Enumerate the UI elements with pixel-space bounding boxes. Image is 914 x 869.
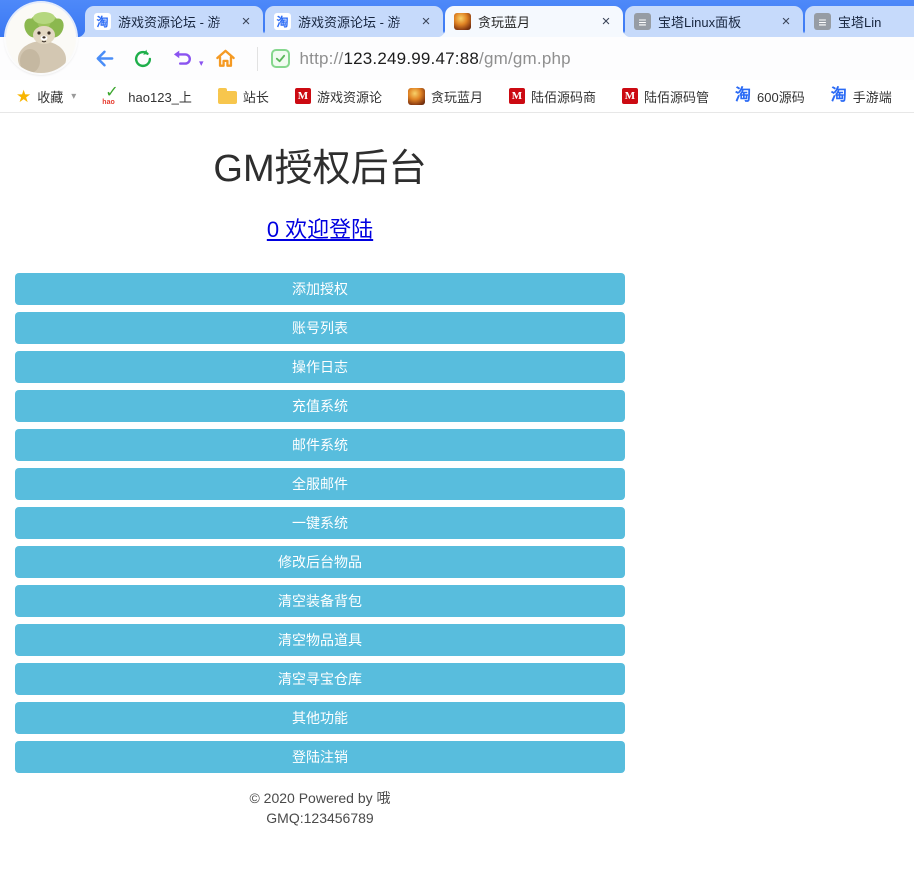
hao123-icon: ✓ hao [102, 84, 122, 107]
bookmark-label: 收藏 [37, 89, 64, 105]
menu-button-one-key-system[interactable]: 一键系统 [15, 507, 625, 539]
bookmark-lubai-source-admin[interactable]: M 陆佰源码管 [621, 87, 709, 106]
bookmark-hao123[interactable]: ✓ hao hao123_上 [102, 84, 192, 107]
game-icon [407, 87, 425, 105]
bookmark-label: hao123_上 [128, 89, 192, 105]
menu-button-clear-item-props[interactable]: 清空物品道具 [15, 624, 625, 656]
bookmark-game-forum[interactable]: M 游戏资源论 [294, 87, 382, 106]
tab-bt-panel-2[interactable]: ≡ 宝塔Lin × [797, 6, 914, 37]
url-scheme: http:// [299, 48, 344, 68]
url-host: 123.249.99.47:88 [343, 48, 480, 68]
back-arrow-icon [96, 50, 113, 67]
taobao-favicon-icon: 淘 [94, 13, 111, 30]
undo-button[interactable] [166, 43, 198, 75]
bookmark-label: 游戏资源论 [316, 89, 382, 105]
tab-game-forum-1[interactable]: 淘 游戏资源论坛 - 游 × [77, 6, 271, 37]
bt-panel-favicon-icon: ≡ [634, 13, 651, 30]
m-badge-icon: M [508, 88, 525, 104]
back-button[interactable] [88, 43, 120, 75]
url-path: /gm/gm.php [479, 48, 571, 68]
undo-icon [173, 50, 191, 65]
bookmark-label: 600源码 [757, 89, 805, 105]
page-content: GM授权后台 0 欢迎登陆 添加授权 账号列表 操作日志 充值系统 邮件系统 全… [0, 137, 914, 828]
menu-button-other-functions[interactable]: 其他功能 [15, 702, 625, 734]
tab-close-icon[interactable]: × [421, 13, 431, 30]
m-badge-icon: M [621, 88, 638, 104]
bookmark-label: 站长 [242, 89, 269, 105]
menu-button-clear-treasure-warehouse[interactable]: 清空寻宝仓库 [15, 663, 625, 695]
tab-tanwan-lanyue-active[interactable]: 贪玩蓝月 × [437, 6, 631, 37]
tab-close-icon[interactable]: × [781, 13, 791, 30]
gmq-contact-text: GMQ:123456789 [266, 810, 374, 826]
hao-text: hao [102, 99, 115, 106]
game-favicon-icon [454, 13, 471, 30]
tab-close-icon[interactable]: × [241, 13, 251, 30]
folder-icon [217, 88, 237, 104]
taobao-icon: 淘 [830, 87, 847, 104]
check-icon: ✓ [105, 84, 119, 101]
tab-close-icon[interactable]: × [601, 13, 611, 30]
address-bar[interactable]: http://123.249.99.47:88/gm/gm.php [300, 49, 571, 69]
bookmark-webmaster-folder[interactable]: 站长 [217, 87, 269, 106]
home-button[interactable] [210, 43, 242, 75]
tab-bar: 淘 游戏资源论坛 - 游 × 淘 游戏资源论坛 - 游 × 贪玩蓝月 × ≡ 宝… [0, 0, 914, 37]
bt-panel-favicon-icon: ≡ [814, 13, 831, 30]
menu-button-account-list[interactable]: 账号列表 [15, 312, 625, 344]
browser-toolbar: ▾ http://123.249.99.47:88/gm/gm.php [0, 37, 914, 80]
tab-title: 游戏资源论坛 - 游 [298, 15, 401, 30]
tab-title: 贪玩蓝月 [478, 15, 531, 30]
toolbar-divider [256, 46, 258, 71]
bookmark-600-source[interactable]: 淘 600源码 [735, 87, 805, 106]
bookmark-label: 手游端 [852, 89, 892, 105]
gm-menu: 添加授权 账号列表 操作日志 充值系统 邮件系统 全服邮件 一键系统 修改后台物… [15, 273, 625, 773]
menu-button-mail-system[interactable]: 邮件系统 [15, 429, 625, 461]
menu-button-recharge-system[interactable]: 充值系统 [15, 390, 625, 422]
star-icon: ★ [16, 86, 32, 106]
bookmark-label: 贪玩蓝月 [430, 89, 483, 105]
home-icon [216, 49, 235, 67]
tab-title: 游戏资源论坛 - 游 [118, 15, 221, 30]
undo-dropdown-caret-icon[interactable]: ▾ [199, 58, 204, 68]
tab-game-forum-2[interactable]: 淘 游戏资源论坛 - 游 × [257, 6, 451, 37]
page-footer: © 2020 Powered by 哦 GMQ:123456789 [0, 788, 640, 828]
bookmark-lubai-source-shop[interactable]: M 陆佰源码商 [508, 87, 596, 106]
menu-button-add-auth[interactable]: 添加授权 [15, 273, 625, 305]
security-shield-icon[interactable] [270, 49, 290, 68]
cabbage-dog-image [6, 3, 76, 73]
bookmark-label: 陆佰源码商 [530, 89, 596, 105]
menu-button-logout[interactable]: 登陆注销 [15, 741, 625, 773]
bookmark-label: 陆佰源码管 [643, 89, 709, 105]
refresh-icon [134, 49, 152, 67]
welcome-login-link[interactable]: 0 欢迎登陆 [266, 217, 374, 242]
bookmark-tanwan-lanyue[interactable]: 贪玩蓝月 [407, 87, 483, 106]
copyright-text: © 2020 Powered by 哦 [249, 790, 391, 806]
shield-check-icon [275, 54, 285, 63]
taobao-favicon-icon: 淘 [274, 13, 291, 30]
page-title: GM授权后台 [213, 148, 427, 190]
menu-button-server-wide-mail[interactable]: 全服邮件 [15, 468, 625, 500]
tab-title: 宝塔Lin [838, 15, 882, 30]
menu-button-modify-backend-items[interactable]: 修改后台物品 [15, 546, 625, 578]
bookmark-mobile-game[interactable]: 淘 手游端 [831, 87, 892, 106]
bookmark-favorites[interactable]: ★ 收藏 ▾ [16, 87, 76, 106]
tab-title: 宝塔Linux面板 [658, 15, 742, 30]
browser-avatar[interactable] [6, 3, 76, 73]
chevron-down-icon[interactable]: ▾ [71, 90, 77, 102]
refresh-button[interactable] [127, 43, 159, 75]
menu-button-operation-log[interactable]: 操作日志 [15, 351, 625, 383]
bookmarks-bar: ★ 收藏 ▾ ✓ hao hao123_上 站长 M 游戏资源论 贪玩蓝月 M … [0, 80, 914, 113]
m-badge-icon: M [294, 88, 311, 104]
menu-button-clear-equipment-bag[interactable]: 清空装备背包 [15, 585, 625, 617]
taobao-icon: 淘 [735, 87, 752, 104]
tab-bt-panel-1[interactable]: ≡ 宝塔Linux面板 × [617, 6, 811, 37]
